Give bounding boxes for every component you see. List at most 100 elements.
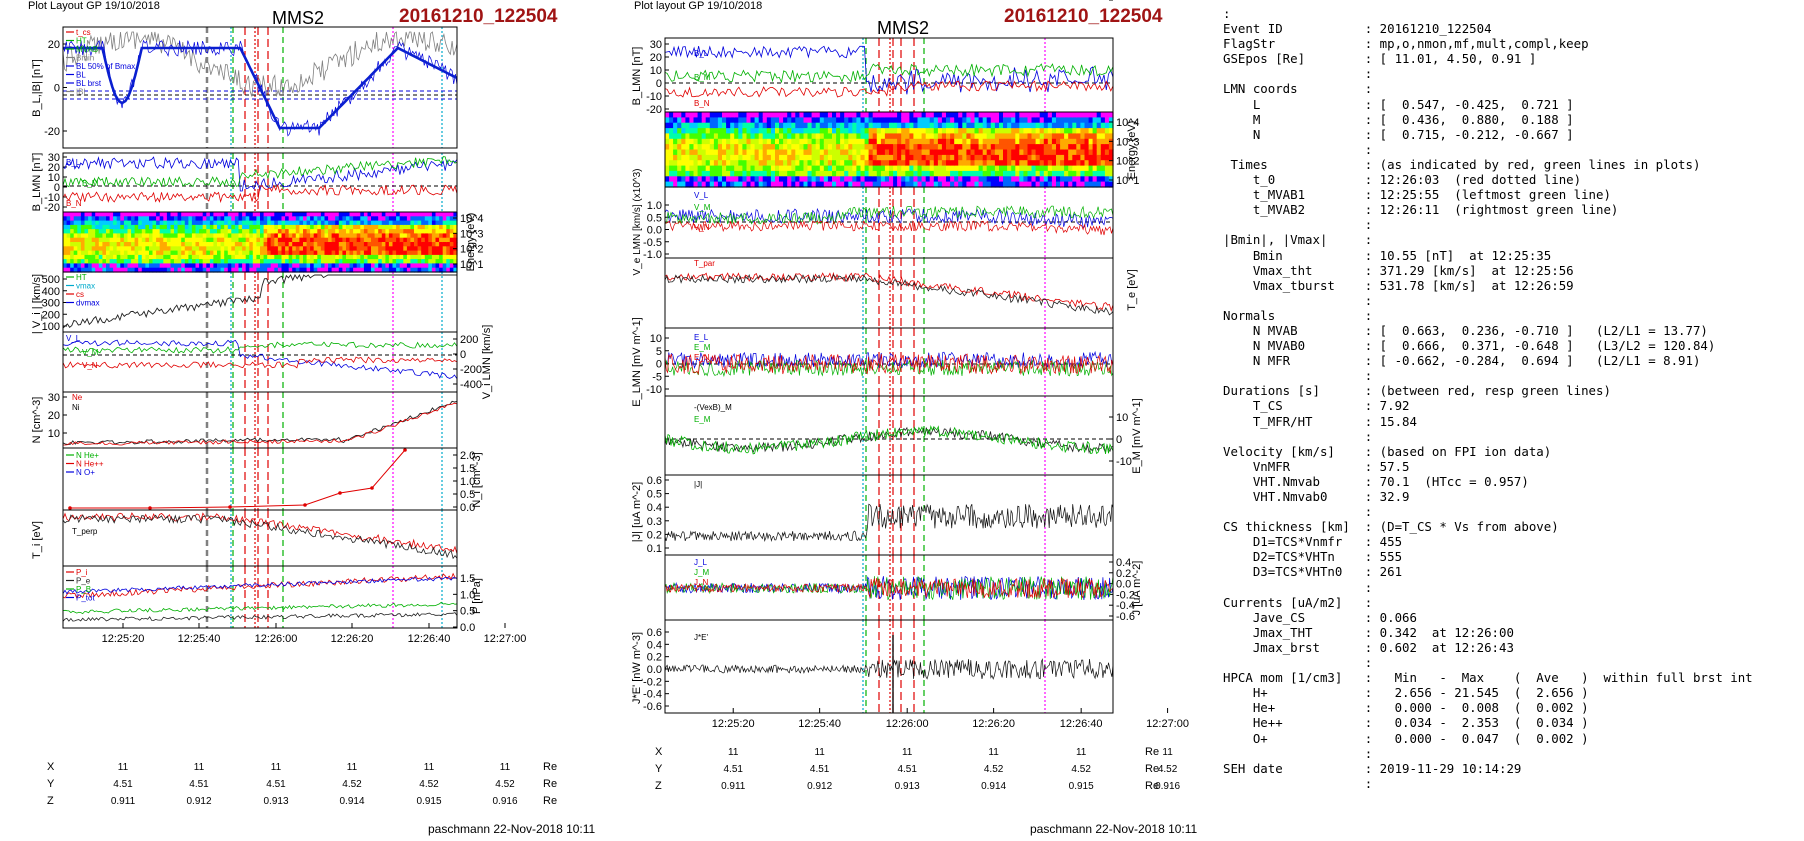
left-ion-spectrogram-cell	[439, 237, 444, 243]
left-ion-spectrogram-cell	[66, 242, 71, 247]
mid-electron-spectrogram-cell	[1007, 112, 1012, 118]
mid-electron-spectrogram-cell	[982, 128, 988, 135]
left-ion-spectrogram-cell	[346, 246, 351, 252]
left-ion-spectrogram-cell	[281, 233, 286, 239]
left-ion-spectrogram-cell	[166, 267, 172, 273]
left-ion-spectrogram-cell	[385, 246, 390, 252]
mid-electron-spectrogram-cell	[795, 160, 800, 167]
left-ion-spectrogram-cell	[288, 254, 293, 260]
left-ion-spectrogram-cell	[349, 246, 354, 252]
mid-je-y-tick-label: -0.4	[643, 689, 662, 701]
mid-electron-spectrogram-cell	[787, 149, 792, 156]
mid-electron-spectrogram-cell	[909, 138, 915, 145]
mid-electron-spectrogram-cell	[974, 149, 980, 156]
left-ion-spectrogram-cell	[95, 237, 100, 243]
mid-electron-spectrogram-cell	[872, 160, 878, 167]
mid-electron-spectrogram-cell	[901, 112, 906, 118]
mid-electron-spectrogram-cell	[1088, 170, 1094, 177]
mid-electron-spectrogram-cell	[791, 181, 796, 188]
mid-electron-spectrogram-cell	[966, 181, 972, 188]
left-ion-spectrogram-cell	[195, 246, 200, 252]
mid-electron-spectrogram-cell	[1072, 181, 1077, 188]
left-ion-spectrogram-cell	[138, 212, 143, 217]
left-b-y-tick-label: 20	[48, 39, 60, 51]
left-ion-spectrogram-cell	[145, 229, 150, 234]
left-ion-spectrogram-cell	[421, 250, 426, 256]
left-ion-spectrogram-cell	[374, 250, 379, 256]
mid-electron-spectrogram-cell	[937, 181, 943, 188]
left-ion-spectrogram-cell	[188, 229, 193, 234]
left-ion-spectrogram-cell	[306, 254, 311, 260]
left-ion-spectrogram-cell	[346, 224, 351, 230]
left-ion-spectrogram-cell	[285, 259, 290, 264]
left-ion-spectrogram-cell	[224, 224, 229, 230]
mid-electron-spectrogram-cell	[677, 117, 682, 124]
mid-electron-spectrogram-cell	[1084, 133, 1090, 140]
mid-electron-spectrogram-cell	[709, 176, 715, 183]
mid-electron-spectrogram-cell	[697, 176, 703, 183]
mid-electron-spectrogram-cell	[1019, 170, 1024, 177]
mid-electron-spectrogram-cell	[1007, 176, 1012, 183]
left-ion-spectrogram-cell	[88, 216, 93, 222]
left-b-y-tick-label: 0	[54, 83, 60, 95]
mid-electron-spectrogram-cell	[811, 154, 817, 161]
mid-electron-spectrogram-cell	[1092, 181, 1098, 188]
left-ion-spectrogram-cell	[138, 267, 143, 273]
left-ion-spectrogram-cell	[385, 254, 390, 260]
left-b-legend-label: t_cs	[76, 28, 91, 37]
left-vilmn-label: V_N	[82, 361, 98, 370]
left-ion-spectrogram-cell	[199, 216, 204, 222]
mid-electron-spectrogram-cell	[905, 160, 910, 167]
mid-electron-spectrogram-cell	[1100, 170, 1106, 177]
mid-electron-spectrogram-cell	[909, 149, 915, 156]
mid-electron-spectrogram-cell	[762, 154, 768, 161]
left-ion-spectrogram-cell	[363, 212, 369, 217]
left-ion-spectrogram-cell	[313, 267, 318, 273]
left-ion-spectrogram-cell	[292, 254, 297, 260]
left-ion-spectrogram-cell	[313, 254, 318, 260]
left-ion-spectrogram-cell	[66, 263, 71, 269]
mid-electron-spectrogram-cell	[1076, 160, 1081, 167]
mid-electron-spectrogram-cell	[1011, 138, 1016, 145]
mid-electron-spectrogram-cell	[807, 138, 813, 145]
left-ion-spectrogram-cell	[249, 267, 254, 273]
mid-electron-spectrogram-cell	[730, 165, 735, 172]
left-ion-spectrogram-cell	[324, 224, 329, 230]
left-ion-spectrogram-cell	[263, 242, 268, 247]
left-ion-spectrogram-cell	[335, 259, 340, 264]
mid-electron-spectrogram-cell	[1100, 117, 1106, 124]
mid-electron-spectrogram-cell	[946, 165, 951, 172]
left-ion-spectrogram-cell	[80, 220, 86, 226]
left-ion-spectrogram-cell	[288, 224, 293, 230]
left-vilmn-y-tick-label: 0	[460, 349, 466, 361]
left-ion-spectrogram-cell	[256, 242, 261, 247]
left-ion-spectrogram-cell	[88, 233, 93, 239]
mid-electron-spectrogram-cell	[791, 122, 796, 129]
mid-electron-spectrogram-cell	[986, 138, 992, 145]
mid-electron-spectrogram-cell	[913, 176, 919, 183]
left-ion-spectrogram-cell	[421, 212, 426, 217]
mid-electron-spectrogram-cell	[880, 144, 886, 151]
mid-electron-spectrogram-cell	[889, 181, 894, 188]
mid-electron-spectrogram-cell	[1100, 165, 1106, 172]
left-ion-spectrogram-cell	[242, 250, 247, 256]
left-ion-spectrogram-cell	[181, 263, 186, 269]
mid-electron-spectrogram-cell	[1064, 154, 1069, 161]
mid-electron-spectrogram-cell	[970, 149, 976, 156]
mid-electron-spectrogram-cell	[921, 138, 927, 145]
mid-electron-spectrogram-cell	[1080, 117, 1086, 124]
left-ion-spectrogram-cell	[367, 263, 372, 269]
mid-em-y-tick-label: 0	[1116, 434, 1122, 446]
middle-panel-frame	[664, 257, 1114, 329]
mid-spec-ylabel: Energy (eV)	[1126, 121, 1138, 180]
mid-electron-spectrogram-cell	[1060, 133, 1065, 140]
summary-line: t_0 : 12:26:03 (red dotted line)	[1223, 172, 1582, 188]
mid-electron-spectrogram-cell	[990, 181, 996, 188]
left-ion-spectrogram-cell	[106, 220, 111, 226]
mid-electron-spectrogram-cell	[999, 138, 1004, 145]
left-ion-spectrogram-cell	[80, 237, 86, 243]
left-ion-spectrogram-cell	[360, 220, 365, 226]
left-ion-spectrogram-cell	[199, 224, 204, 230]
left-ion-spectrogram-cell	[238, 237, 243, 243]
mid-electron-spectrogram-cell	[1047, 160, 1053, 167]
